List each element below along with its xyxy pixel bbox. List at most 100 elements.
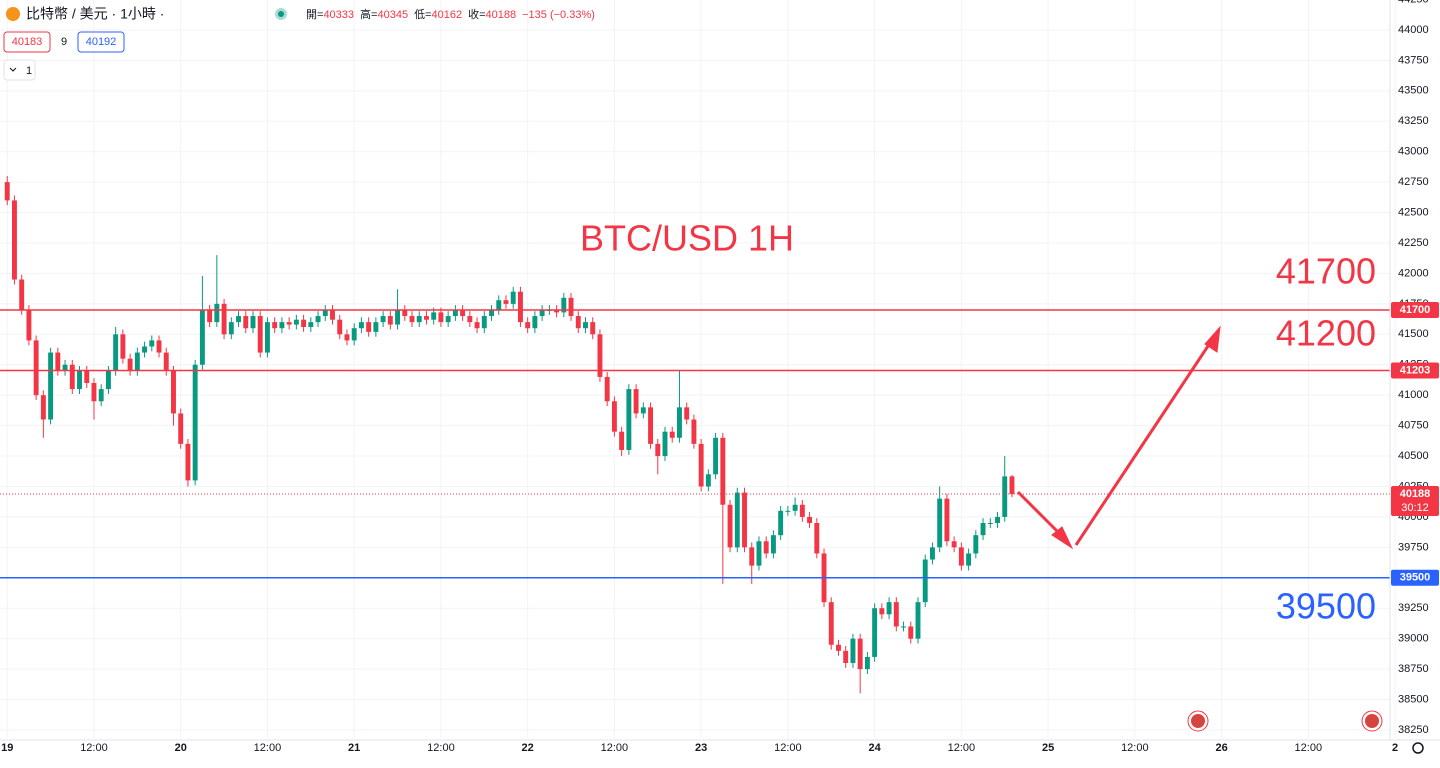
candle-body (814, 523, 820, 554)
candle-body (843, 650, 849, 664)
candle-body (901, 626, 906, 628)
candle-body (539, 309, 545, 317)
candle-body (438, 312, 444, 323)
x-tick-label: 22 (522, 742, 534, 754)
level-tag-label: 41203 (1400, 364, 1431, 376)
x-tick-label: 12:00 (601, 742, 629, 754)
candle-body (503, 300, 509, 304)
candle-body (351, 328, 357, 341)
candle-body (734, 492, 740, 548)
candle-body (705, 474, 711, 487)
candle-body (301, 319, 307, 327)
ohlc-value: 40162 (432, 9, 463, 21)
candle-body (619, 431, 625, 450)
y-tick-label: 38500 (1398, 693, 1429, 705)
candle-body (308, 322, 314, 327)
ohlc-label: 收= (468, 7, 485, 21)
ohlc-value: 40345 (377, 9, 408, 21)
y-tick-label: 42000 (1398, 267, 1429, 279)
candle-body (163, 352, 169, 371)
bid-badge[interactable] (3, 31, 51, 53)
y-tick-label: 39750 (1398, 541, 1429, 553)
y-tick-label: 39250 (1398, 602, 1429, 614)
us-flag (1191, 714, 1205, 728)
x-tick-label: 2 (1392, 742, 1398, 754)
settings-icon[interactable] (1412, 742, 1424, 754)
candle-body (416, 316, 422, 323)
candle-body (373, 322, 379, 332)
candle-body (236, 316, 241, 323)
y-tick-label: 41500 (1398, 328, 1429, 340)
candle-body (908, 626, 914, 639)
candle-body (568, 297, 574, 317)
candle-body (467, 316, 473, 323)
candle-body (525, 322, 531, 329)
lots: 1 (26, 65, 32, 77)
level-tag-label: 39500 (1400, 572, 1431, 584)
candle-body (26, 309, 32, 341)
forecast-arrows (1016, 325, 1221, 550)
level-annotation: 41200 (1276, 313, 1376, 354)
annotations: 41700 41200 39500 (1276, 251, 1376, 627)
candle-body (995, 516, 1000, 524)
candle-body (879, 608, 885, 615)
candle-body (337, 319, 343, 335)
candle-body (684, 407, 690, 420)
candle-body (358, 322, 364, 329)
arrow-head (1051, 526, 1074, 550)
ohlc-value: 40188 (486, 9, 517, 21)
countdown: 30:12 (1401, 502, 1429, 514)
candle-body (214, 303, 220, 323)
candle-body (62, 364, 68, 371)
y-tick-label: 41000 (1398, 389, 1429, 401)
indicator-toggle[interactable] (3, 59, 36, 81)
y-tick-label: 42250 (1398, 237, 1429, 249)
y-tick-label: 38250 (1398, 724, 1429, 736)
candle-body (48, 352, 54, 420)
candle-body (886, 602, 892, 615)
price-tags: 41700 41203 39500 40188 30:12 (1391, 301, 1439, 586)
candle-body (785, 510, 791, 512)
candle-body (633, 389, 639, 414)
symbol: 比特幣 / 美元 · 1小時 · (26, 6, 164, 22)
candle-body (221, 303, 227, 335)
x-tick-label: 25 (1042, 742, 1054, 754)
ask-badge[interactable] (77, 31, 125, 53)
candle-body (677, 407, 682, 438)
ohlc-header: 開= 40333 高= 40345 低= 40162 收= 40188 −135 (−0.33%… (306, 7, 595, 21)
ohlc-value: 40333 (323, 9, 354, 21)
candle-body (142, 346, 148, 353)
y-tick-label: 42750 (1398, 176, 1429, 188)
btc-icon (6, 7, 20, 21)
candle-body (84, 370, 90, 384)
candle-body (597, 334, 603, 377)
candle-body (257, 316, 263, 353)
candle-body (872, 608, 878, 657)
x-tick-label: 12:00 (80, 742, 108, 754)
candle-body (742, 492, 747, 548)
candle-body (322, 309, 328, 317)
x-tick-label: 12:00 (254, 742, 282, 754)
candle-body (763, 541, 769, 554)
candle-body (966, 553, 972, 566)
candle-body (510, 291, 516, 304)
candle-body (199, 309, 205, 365)
ohlc-label: 低= (414, 8, 431, 21)
candle-body (857, 638, 863, 670)
candle-body (264, 322, 270, 353)
chevron (9, 67, 17, 72)
last-price-tag (1391, 486, 1439, 517)
x-tick-label: 21 (348, 742, 360, 754)
candle-body (561, 297, 567, 313)
candle-body (554, 309, 560, 313)
candle-body (40, 395, 46, 420)
candle-body (864, 656, 870, 670)
chart-title: BTC/USD 1H (580, 218, 794, 259)
grid (0, 0, 1396, 738)
arrow-head (1204, 325, 1221, 353)
candle-body (279, 322, 285, 329)
level-tag (1391, 569, 1439, 586)
arrow-up (1074, 339, 1214, 546)
candle-body (98, 389, 104, 402)
